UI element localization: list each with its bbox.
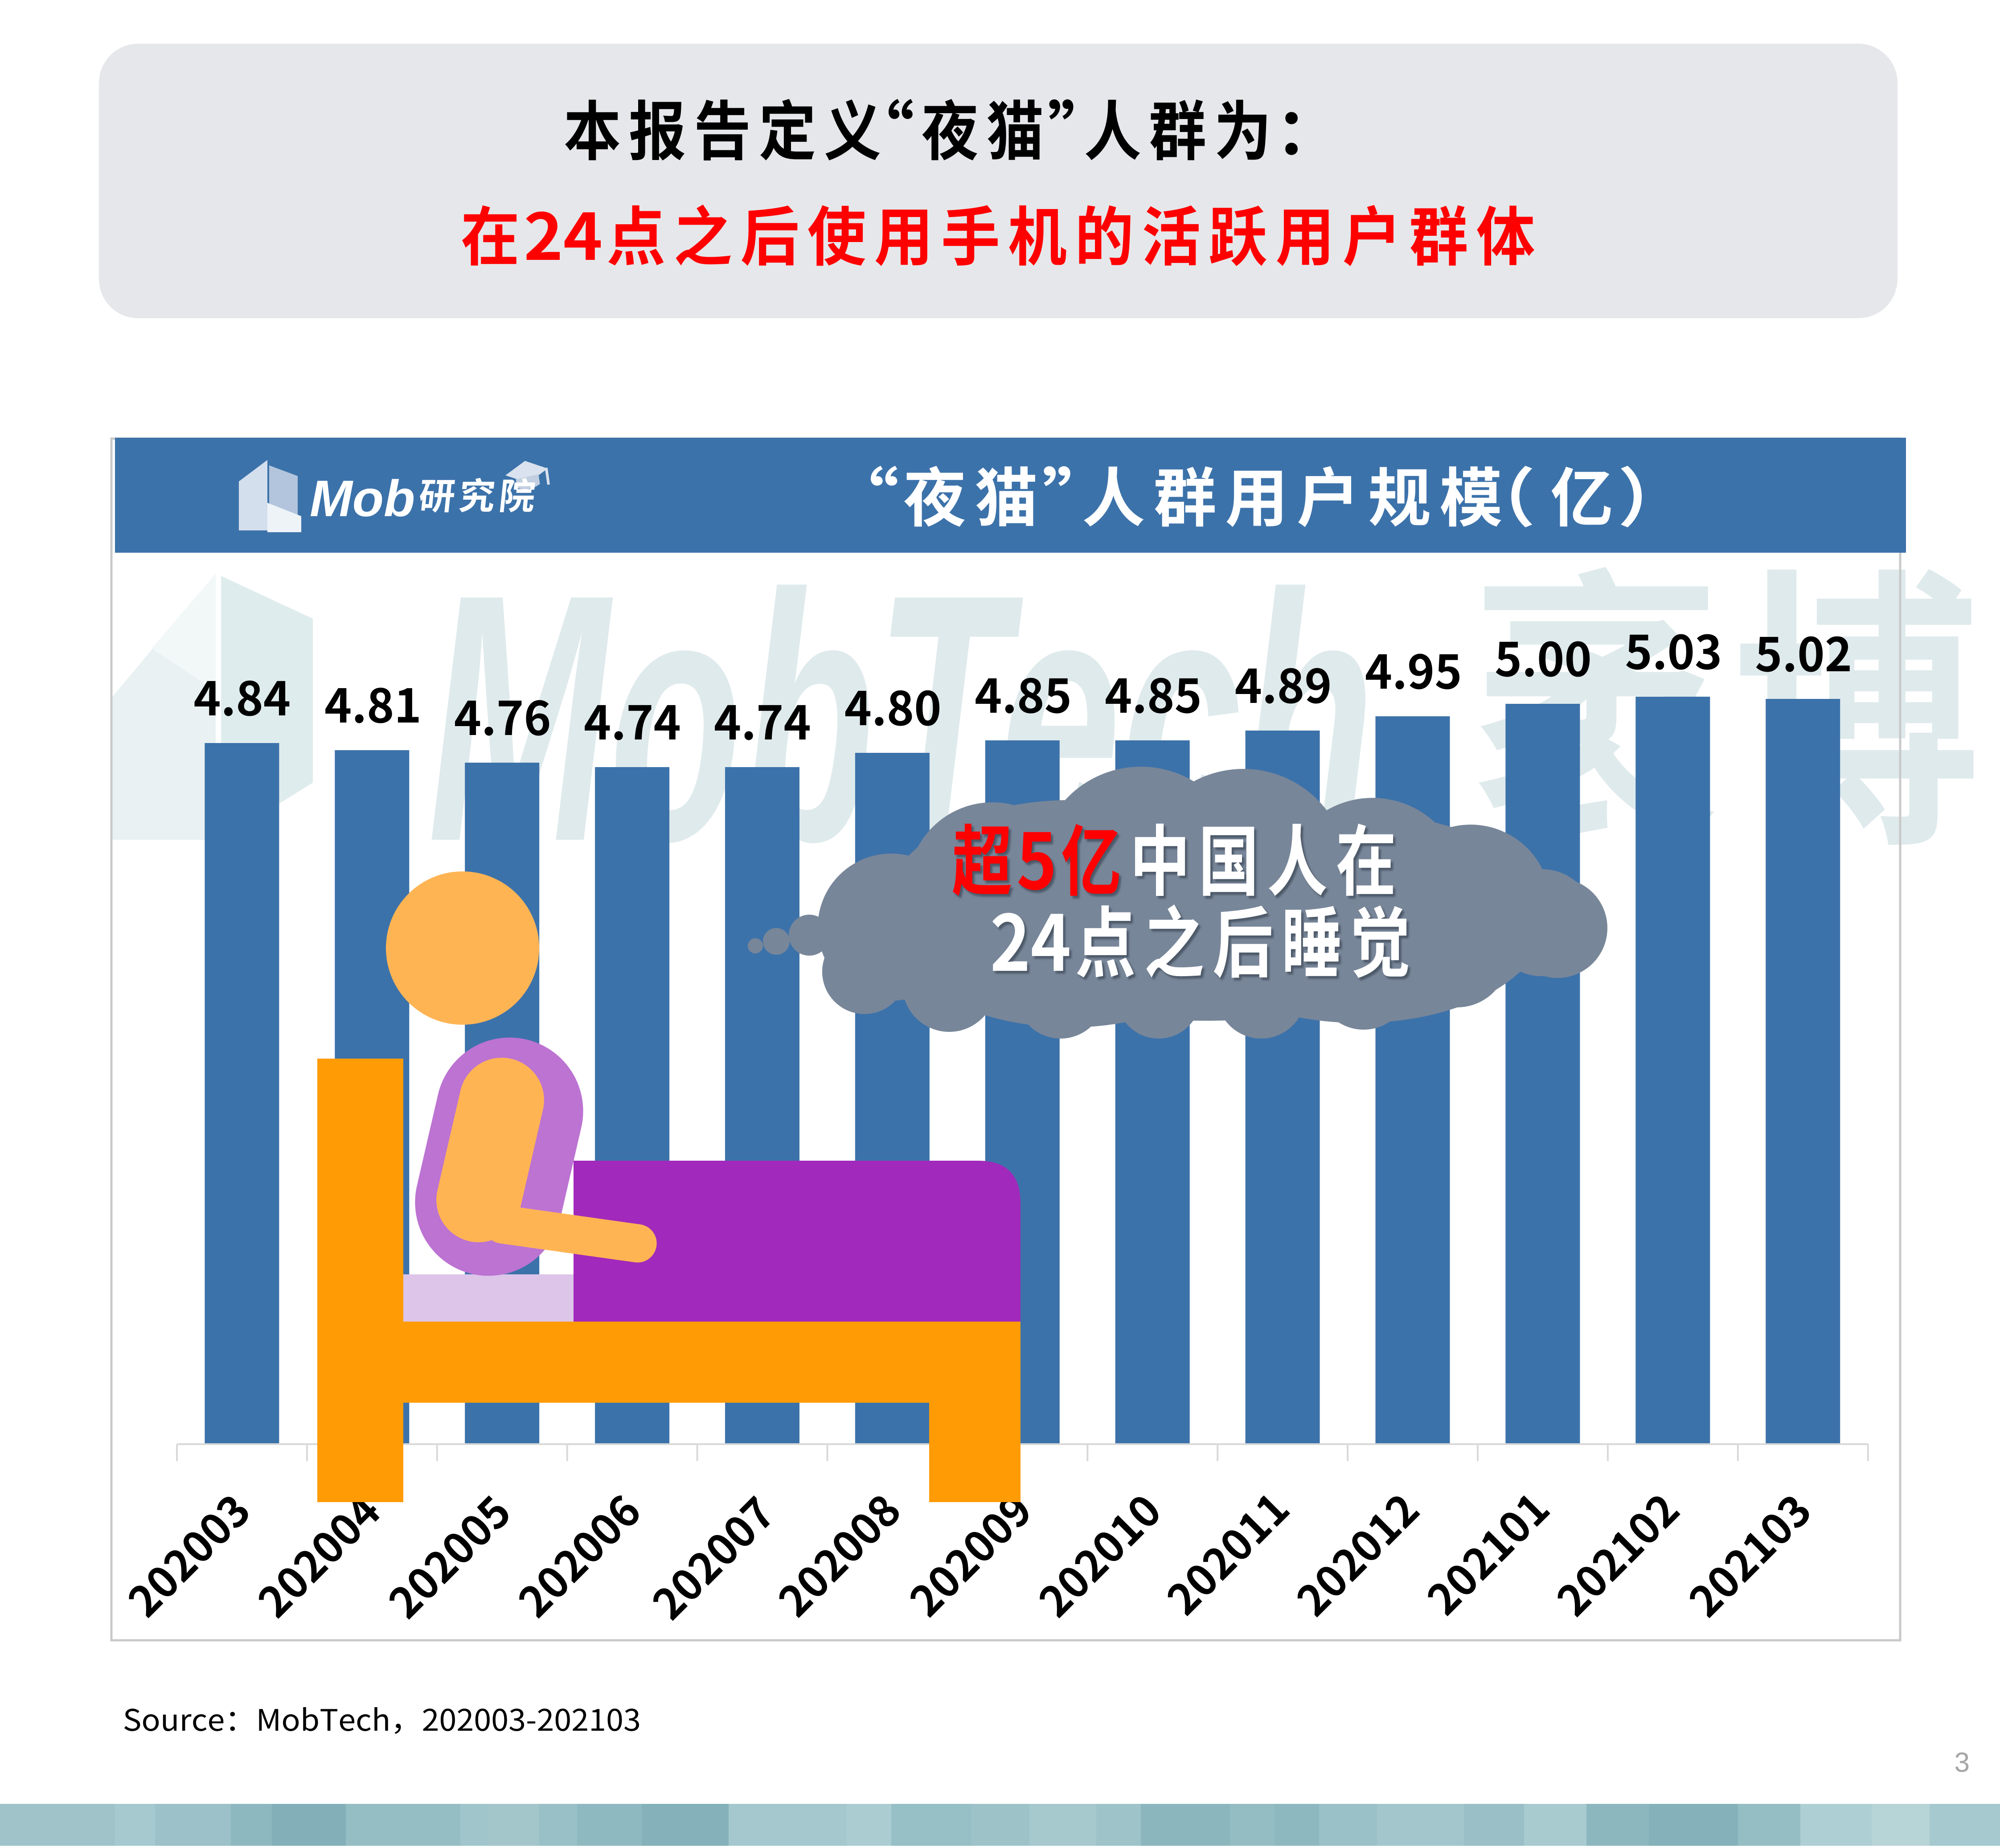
svg-text:3: 3 <box>1955 1747 1970 1778</box>
svg-text:Mob: Mob <box>310 470 415 527</box>
